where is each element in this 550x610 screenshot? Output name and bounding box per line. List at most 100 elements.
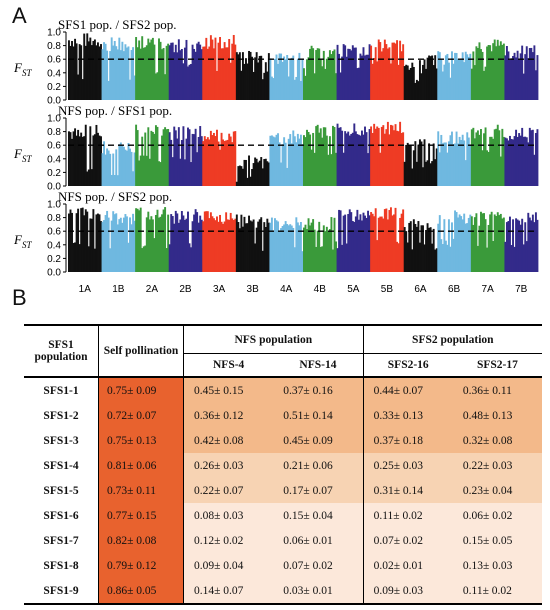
fst-bar (138, 160, 141, 186)
fst-bar (489, 136, 492, 186)
fst-bar (173, 126, 176, 186)
fst-bar (278, 142, 281, 186)
fst-bar (486, 46, 489, 100)
fst-bar (342, 44, 345, 100)
fst-bar (287, 76, 290, 100)
fst-bar (412, 219, 415, 272)
fst-bar (399, 40, 402, 100)
fst-bar (277, 133, 279, 186)
fst-bar (133, 220, 136, 272)
fst-bar (147, 38, 150, 100)
fst-bar (83, 136, 86, 186)
nfs4-value: 0.14± 0.07 (183, 578, 274, 605)
fst-bar (534, 70, 537, 100)
fst-bar (275, 220, 278, 272)
fst-bar (295, 217, 298, 272)
fst-bar (170, 42, 173, 100)
fst-bar (505, 138, 508, 186)
fst-bar (364, 215, 366, 272)
fst-bar (214, 220, 217, 272)
fst-bar (188, 129, 191, 186)
fst-bar (341, 130, 344, 186)
fst-bar (130, 50, 133, 100)
fst-bar (71, 41, 73, 100)
fst-bar (389, 63, 392, 100)
fst-bar (266, 71, 269, 100)
fst-bar (138, 40, 141, 100)
fst-bar (333, 49, 336, 100)
fst-bar (164, 207, 167, 272)
fst-bar (299, 222, 302, 272)
fst-bar (241, 226, 244, 272)
nfs4-value: 0.42± 0.08 (183, 428, 274, 453)
fst-bar (202, 46, 205, 100)
fst-bar (217, 42, 220, 100)
fst-bar (315, 126, 318, 186)
fst-bar (121, 41, 124, 100)
fst-bar (365, 132, 368, 186)
fst-bar (109, 153, 112, 186)
fst-bar (277, 221, 279, 272)
fst-bar (306, 59, 308, 100)
fst-bar (368, 215, 371, 272)
fst-bar (466, 132, 469, 186)
fst-bar (370, 212, 373, 272)
fst-bar (211, 216, 214, 272)
fst-bar (206, 48, 209, 100)
fst-bar (222, 139, 225, 186)
fst-bar (199, 215, 202, 272)
fst-bar (245, 159, 247, 186)
fst-bar (132, 47, 135, 100)
fst-bar (464, 51, 467, 100)
fst-bar (414, 82, 417, 100)
fst-bar (492, 43, 495, 100)
fst-bar (394, 207, 397, 272)
fst-bar (402, 209, 405, 272)
fst-bar (208, 139, 211, 186)
fst-bar (135, 124, 138, 186)
fst-bar (318, 132, 321, 186)
fst-bar (315, 246, 318, 272)
fst-bar (530, 47, 533, 100)
fst-bar (525, 46, 528, 100)
fst-bar (263, 159, 266, 186)
fst-bar (519, 135, 522, 186)
fst-bar (356, 134, 359, 186)
fst-bar (283, 56, 286, 100)
self-value: 0.75± 0.13 (98, 428, 184, 453)
fst-bar (476, 245, 479, 272)
fst-bar (90, 45, 93, 100)
fst-bar (536, 129, 539, 186)
fst-bar (139, 207, 142, 272)
fst-bar (235, 214, 238, 272)
fst-bar (243, 159, 246, 186)
fst-bar (144, 47, 147, 100)
fst-bar (212, 132, 215, 186)
fst-bar (409, 221, 412, 272)
fst-bar (71, 138, 73, 186)
fst-bar (498, 130, 501, 186)
fst-bar (113, 40, 116, 100)
fst-bar (432, 65, 435, 100)
fst-bar (406, 142, 409, 186)
fst-bar (275, 134, 278, 186)
fst-bar (263, 222, 266, 272)
fst-bar (359, 53, 362, 100)
fst-bar (527, 212, 530, 272)
fst-bar (473, 138, 476, 186)
fst-bar (77, 129, 80, 186)
fst-bar (533, 45, 536, 100)
fst-bar (103, 141, 106, 186)
y-axis-label: FST (13, 232, 32, 250)
nfs14-value: 0.07± 0.02 (273, 553, 364, 578)
fst-bar (100, 136, 102, 186)
chromosome-label: 6B (448, 284, 461, 295)
fst-bar (451, 131, 453, 186)
fst-bar (260, 217, 263, 272)
fst-bar (159, 162, 162, 186)
fst-bar (403, 227, 406, 272)
fst-bar (232, 131, 235, 186)
fst-bar (182, 126, 185, 186)
fst-bar (241, 52, 244, 100)
fst-bar (225, 140, 228, 186)
